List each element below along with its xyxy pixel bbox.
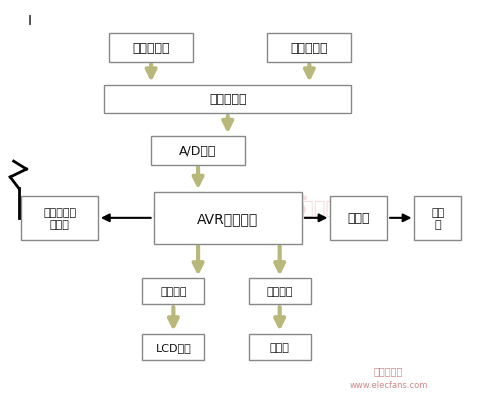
- Bar: [154, 192, 302, 244]
- Text: 电子发烧友: 电子发烧友: [374, 366, 403, 375]
- Text: 烟雾传感器: 烟雾传感器: [132, 42, 170, 55]
- Text: 与非网: 与非网: [302, 199, 337, 218]
- Text: 继电器: 继电器: [348, 212, 370, 225]
- Bar: [22, 196, 98, 240]
- Bar: [142, 334, 204, 360]
- Bar: [330, 196, 387, 240]
- Text: 功率放大: 功率放大: [266, 286, 293, 296]
- Text: 功率放大: 功率放大: [160, 286, 186, 296]
- Bar: [414, 196, 462, 240]
- Text: 信号预处理: 信号预处理: [209, 93, 246, 106]
- Text: 温度传感器: 温度传感器: [290, 42, 328, 55]
- Bar: [268, 34, 351, 63]
- Text: 预警信息无
线发射: 预警信息无 线发射: [43, 208, 76, 229]
- Text: www.elecfans.com: www.elecfans.com: [350, 380, 428, 389]
- Bar: [142, 279, 204, 304]
- Text: 扬声器: 扬声器: [270, 342, 289, 352]
- Bar: [109, 34, 193, 63]
- Bar: [249, 279, 310, 304]
- Bar: [104, 85, 352, 114]
- Text: A/D转换: A/D转换: [180, 145, 217, 158]
- Bar: [249, 334, 310, 360]
- Text: EEFOCUS: EEFOCUS: [152, 194, 309, 223]
- Bar: [151, 137, 245, 165]
- Text: I: I: [28, 14, 32, 28]
- Text: LCD显示: LCD显示: [156, 342, 191, 352]
- Text: 排风
扇: 排风 扇: [432, 208, 444, 229]
- Text: AVR微处理器: AVR微处理器: [197, 211, 258, 225]
